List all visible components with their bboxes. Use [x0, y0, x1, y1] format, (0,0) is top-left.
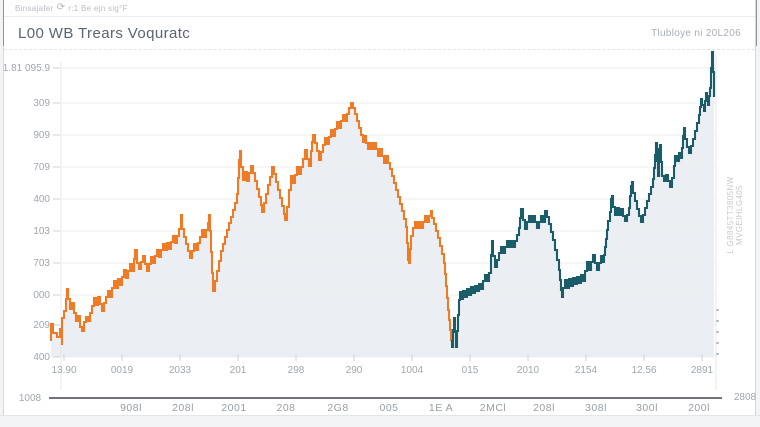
header-meta: Tlubloye ni 20L206: [651, 27, 741, 39]
y-tick-label: 209: [33, 320, 50, 331]
page-title: L00 WB Trears Voquratc: [18, 24, 191, 42]
x-tick-label-row2: 2G8: [327, 402, 348, 414]
x-tick-label: 2033: [169, 365, 192, 376]
x-tick-label: 2010: [517, 365, 540, 376]
x-tick-label: 1004: [401, 365, 424, 376]
x-tick-label: 2154: [575, 365, 598, 376]
y-tick-label: 909: [33, 130, 50, 141]
series-1-line: [49, 101, 453, 345]
x-tick-label-row2: 2MCl: [480, 402, 507, 414]
y-tick-label: 703: [33, 258, 50, 269]
x-tick-label: 12.56: [631, 365, 656, 376]
topbar-right-text: r:1 Be ejn sig°F: [68, 3, 128, 13]
y-tick-label: 400: [33, 194, 50, 205]
x-tick-label-row2: 308l: [585, 402, 607, 414]
chart-area: 1.81 095.9 309 909 709 400 103 703 000 209 400 13.…: [4, 0, 760, 426]
series-2-line: [450, 50, 716, 349]
area-fill: [51, 52, 714, 357]
x-tick-label-row2: 208l: [533, 402, 555, 414]
x-tick-label-row2: 200l: [688, 402, 710, 414]
right-axis-vertical-text: L G8845TT3805NW MVGEIHLG405: [726, 176, 744, 253]
topbar-left-text: Binsajafer: [15, 3, 54, 13]
page-footer-strip: [0, 415, 760, 427]
x-tick-label: 201: [230, 365, 247, 376]
x-tick-label-row2: 208: [276, 402, 295, 414]
vertical-text-line2: MVGEIHLG405: [735, 185, 744, 245]
y-tick-label: 1.81 095.9: [4, 63, 50, 74]
x-tick-label-row2: 005: [379, 402, 398, 414]
side-dot: [716, 342, 719, 344]
x-tick-label: 0019: [111, 365, 134, 376]
refresh-icon[interactable]: ⟳: [56, 2, 66, 13]
y-tick-label: 709: [33, 162, 50, 173]
side-dot: [716, 331, 719, 333]
x-tick-label-row2: 300l: [636, 402, 658, 414]
x-tick-label: 298: [288, 365, 305, 376]
y-tick-label: 400: [33, 352, 50, 363]
x-tick-label-row2: 208l: [172, 402, 194, 414]
side-dot: [716, 309, 719, 311]
x-tick-label-row2: 1E A: [429, 402, 453, 414]
x-tick-label: 13.90: [51, 365, 76, 376]
window-edge-left: [3, 0, 4, 46]
y-tick-label: 000: [33, 290, 50, 301]
side-dot: [716, 353, 719, 355]
axis-right-label: 2808: [734, 392, 757, 403]
y-tick-label: 309: [33, 98, 50, 109]
browser-topbar: Binsajafer ⟳ r:1 Be ejn sig°F: [4, 0, 755, 17]
x-tick-label-row2: 908l: [120, 402, 142, 414]
vertical-text-line1: L G8845TT3805NW: [726, 176, 735, 254]
window-edge-right: [756, 0, 757, 46]
x-tick-label-row2: 2001: [221, 402, 246, 414]
axis-left-label: 1008: [19, 393, 42, 404]
y-tick-label: 103: [33, 226, 50, 237]
x-tick-label: 290: [346, 365, 363, 376]
side-dot: [716, 320, 719, 322]
chart-header: L00 WB Trears Voquratc Tlubloye ni 20L20…: [4, 17, 755, 50]
chart-card: 1.81 095.9 309 909 709 400 103 703 000 209 400 13.…: [3, 0, 757, 415]
x-tick-label: 2891: [691, 365, 714, 376]
price-chart-svg: 1.81 095.930990970940010370300020940013.…: [4, 50, 757, 414]
x-tick-label: 015: [462, 365, 479, 376]
